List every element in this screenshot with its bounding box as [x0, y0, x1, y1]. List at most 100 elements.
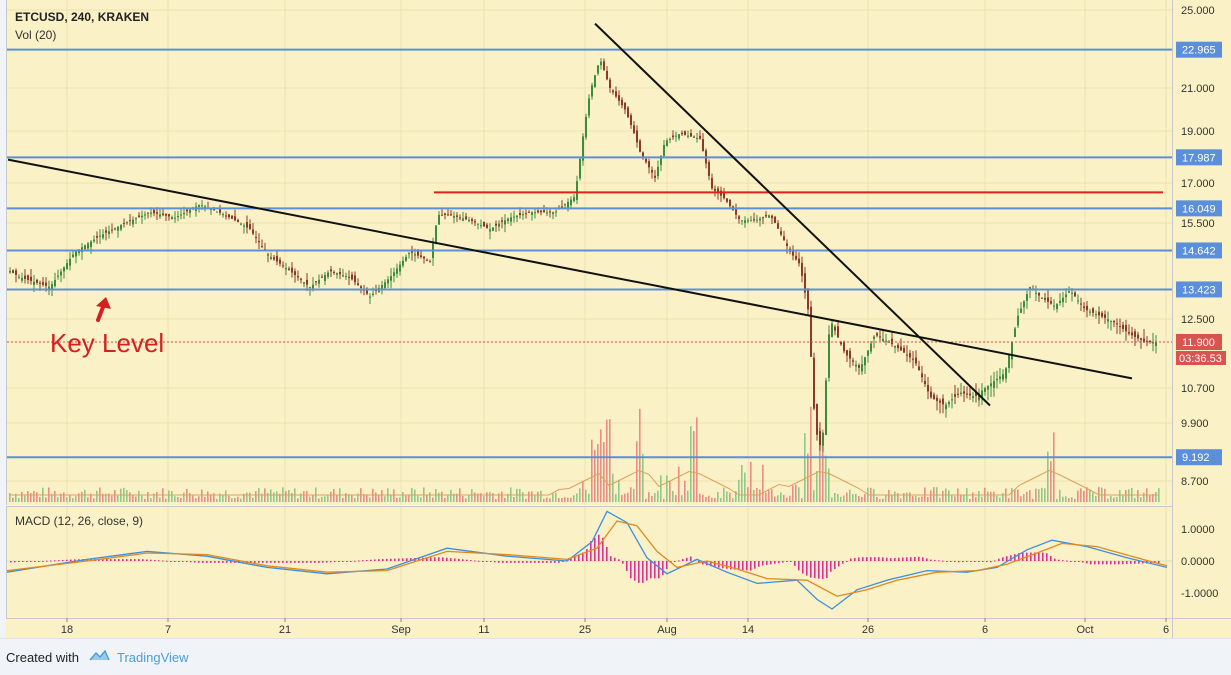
candle	[879, 330, 881, 342]
candle	[420, 250, 422, 259]
volume-bar	[318, 498, 320, 502]
price-axis[interactable]	[1172, 0, 1231, 618]
candle	[24, 269, 26, 284]
candle-body	[435, 225, 437, 244]
candle	[753, 212, 755, 223]
candle	[1125, 319, 1127, 341]
volume-bar	[156, 491, 158, 502]
candle	[501, 217, 503, 229]
volume-bar	[69, 494, 71, 502]
volume-bar	[270, 489, 272, 502]
volume-bar	[1044, 488, 1046, 502]
volume-bar	[618, 479, 620, 502]
volume-bar	[405, 495, 407, 502]
level-price-tag	[1176, 41, 1222, 58]
candle	[345, 272, 347, 280]
volume-bar	[1017, 489, 1019, 502]
candle	[1104, 310, 1106, 324]
volume-bar	[1050, 461, 1052, 502]
volume-bar	[465, 498, 467, 502]
macd-pane[interactable]	[6, 506, 1173, 619]
candle-body	[723, 192, 725, 199]
macd-histogram-bar	[170, 561, 172, 562]
volume-bar	[9, 493, 11, 502]
volume-bar	[669, 480, 671, 502]
candle-body	[915, 357, 917, 364]
level-price-tag	[1176, 149, 1222, 166]
macd-indicator-label[interactable]: MACD (12, 26, close, 9)	[15, 514, 144, 528]
time-axis[interactable]	[6, 618, 1172, 639]
candle-body	[324, 275, 326, 281]
volume-bar	[36, 492, 38, 502]
candle-body	[879, 336, 881, 338]
macd-histogram-bar	[430, 557, 432, 561]
candle	[654, 169, 656, 183]
volume-bar	[96, 490, 98, 502]
volume-bar	[726, 491, 728, 502]
volume-bar	[285, 491, 287, 502]
candle-body	[807, 290, 809, 310]
candle-body	[927, 384, 929, 392]
candle	[405, 254, 407, 263]
countdown-tag	[1176, 351, 1226, 365]
price-pane[interactable]	[6, 0, 1173, 505]
candle-body	[1074, 292, 1076, 297]
macd-histogram-bar	[922, 557, 924, 561]
volume-bar	[843, 495, 845, 502]
volume-bar	[774, 496, 776, 502]
candle	[594, 74, 596, 88]
candle	[675, 131, 677, 142]
candle	[777, 220, 779, 229]
last-price-label: 11.900	[1182, 337, 1215, 349]
volume-bar	[21, 491, 23, 502]
candle-body	[495, 223, 497, 226]
candle	[222, 212, 224, 218]
volume-bar	[687, 490, 689, 502]
candle-body	[36, 279, 38, 283]
macd-histogram-bar	[1018, 553, 1020, 561]
trendline	[7, 158, 1133, 380]
tradingview-cloud-icon[interactable]	[88, 647, 110, 663]
candle	[261, 239, 263, 248]
candle	[693, 135, 695, 138]
macd-histogram-bar	[814, 561, 816, 579]
candle	[951, 393, 953, 409]
candle-body	[777, 223, 779, 229]
candle	[966, 386, 968, 399]
volume-bar	[375, 492, 377, 502]
volume-bar	[129, 492, 131, 502]
candle	[81, 243, 83, 260]
macd-histogram-bar	[218, 561, 220, 563]
candle	[21, 272, 23, 283]
candle-body	[180, 214, 182, 216]
candle-body	[627, 107, 629, 118]
candle	[1065, 288, 1067, 304]
time-tick-label: 26	[862, 624, 874, 636]
tradingview-link[interactable]: TradingView	[117, 650, 189, 665]
volume-bar	[879, 498, 881, 502]
macd-histogram-bar	[378, 559, 380, 561]
candle-body	[216, 211, 218, 213]
volume-indicator-label[interactable]: Vol (20)	[15, 28, 57, 42]
candle	[9, 267, 11, 274]
candle-body	[258, 241, 260, 243]
candle	[1098, 306, 1100, 324]
volume-bar	[705, 497, 707, 502]
volume-bar	[471, 489, 473, 502]
volume-bar	[105, 493, 107, 502]
candle-body	[468, 220, 470, 222]
macd-histogram-bar	[510, 561, 512, 563]
macd-histogram-bar	[746, 561, 748, 571]
volume-bar	[393, 489, 395, 502]
volume-bar	[165, 498, 167, 502]
candle-body	[120, 225, 122, 230]
volume-bar	[117, 495, 119, 502]
volume-bar	[672, 490, 674, 502]
volume-bar	[1047, 451, 1049, 502]
candle	[642, 151, 644, 160]
macd-histogram-bar	[330, 561, 332, 563]
volume-bar	[714, 498, 716, 502]
candle-body	[597, 65, 599, 74]
volume-bar	[492, 493, 494, 502]
candle	[1056, 302, 1058, 313]
